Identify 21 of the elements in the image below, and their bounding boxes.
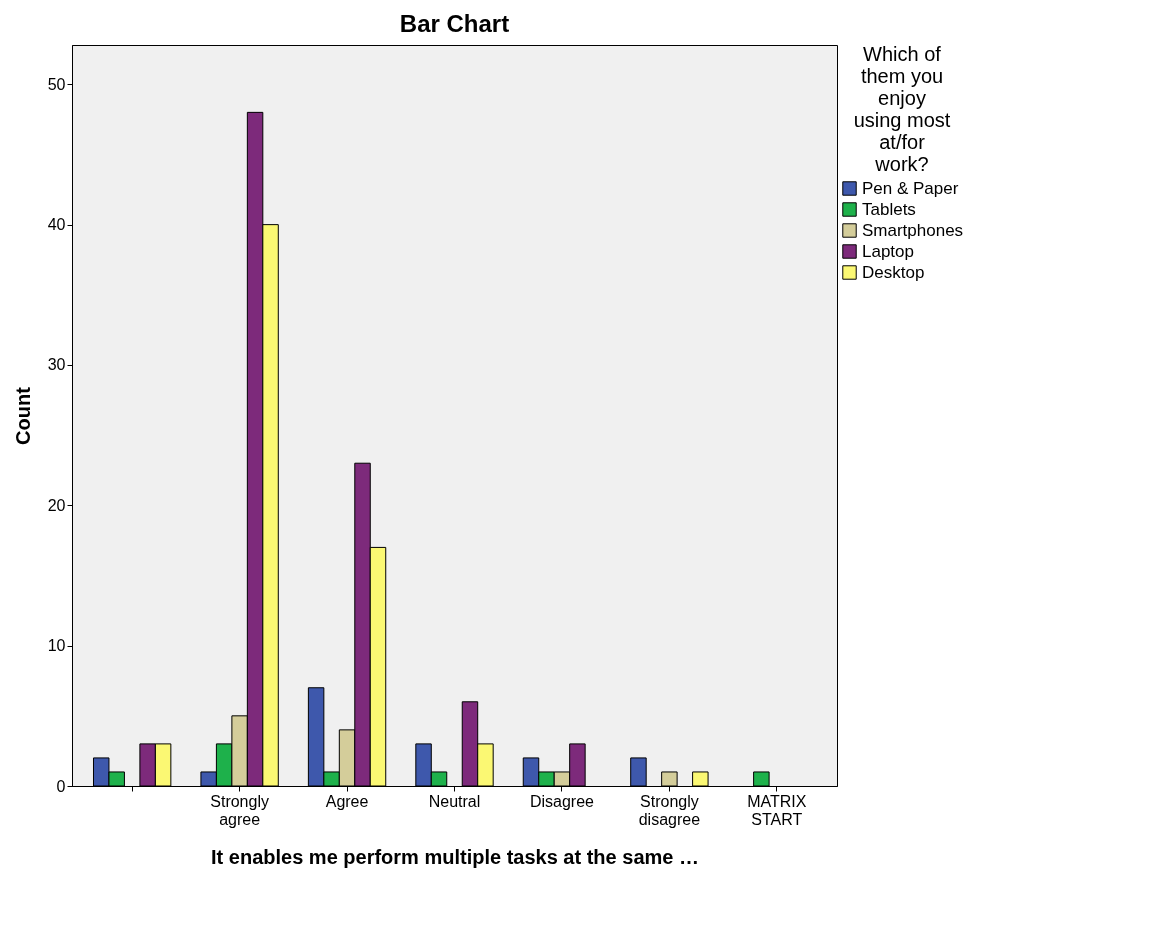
x-tick-label: Disagree [529, 792, 595, 810]
y-axis-title: Count [11, 386, 34, 445]
legend-label: Desktop [862, 262, 925, 282]
y-tick-label: 30 [47, 356, 66, 374]
y-tick-label: 40 [47, 216, 66, 234]
legend-label: Smartphones [862, 220, 964, 240]
x-tick-label: Strongly disagree [638, 792, 701, 828]
x-tick-label: MATRIX START [747, 792, 807, 828]
x-tick-label: Strongly agree [210, 792, 269, 828]
legend-label: Pen & Paper [862, 178, 959, 198]
y-tick-label: 0 [56, 777, 66, 795]
y-tick-label: 10 [47, 637, 66, 655]
legend-label: Tablets [862, 199, 916, 219]
x-tick-label: Neutral [428, 792, 481, 810]
y-tick-label: 20 [47, 496, 66, 514]
legend-label: Laptop [862, 241, 914, 261]
chart-title: Bar Chart [399, 10, 510, 37]
x-tick-label: Agree [325, 792, 369, 810]
y-tick-label: 50 [47, 75, 66, 93]
x-axis-title: It enables me perform multiple tasks at the same … [211, 845, 699, 868]
legend-title: Which of them you enjoy using most at/for work? [853, 43, 951, 175]
